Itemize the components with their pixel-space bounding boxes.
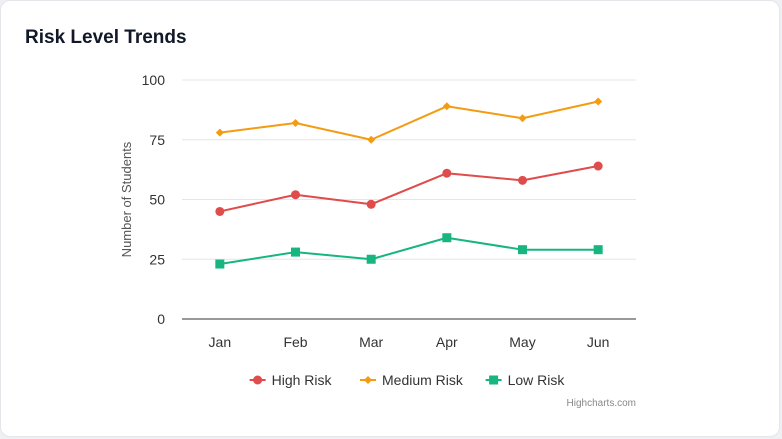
legend-item-high-risk[interactable]: High Risk <box>249 372 333 388</box>
y-tick-label: 50 <box>149 192 165 208</box>
series-group <box>215 97 603 269</box>
medium-risk-point <box>518 114 527 123</box>
high-risk-point <box>518 175 527 185</box>
low-risk-point <box>442 233 452 243</box>
low-risk-point <box>593 245 603 255</box>
x-tick-label: Apr <box>436 334 458 350</box>
chart-title: Risk Level Trends <box>25 27 187 48</box>
low-risk-point <box>366 254 376 264</box>
series-medium-risk[interactable] <box>215 97 603 144</box>
high-risk-point <box>442 168 452 178</box>
x-tick-label: Jun <box>587 334 610 350</box>
low-risk-point <box>215 259 225 269</box>
high-risk-point <box>215 206 225 216</box>
legend-item-medium-risk[interactable]: Medium Risk <box>360 372 464 388</box>
x-tick-label: Feb <box>283 334 307 350</box>
y-tick-label: 25 <box>149 251 165 267</box>
y-tick-label: 75 <box>149 132 165 148</box>
medium-risk-point <box>291 119 300 128</box>
x-tick-label: Jan <box>209 334 232 350</box>
medium-risk-point <box>442 102 451 111</box>
axes: 0 25 50 75 100 Jan Feb Mar Apr May Jun Number of St… <box>119 72 636 350</box>
medium-risk-point <box>367 135 376 144</box>
legend-medium-risk-marker <box>364 376 372 384</box>
legend-low-risk-label: Low Risk <box>508 372 566 388</box>
low-risk-point <box>518 245 527 255</box>
series-low-risk[interactable] <box>215 233 603 269</box>
x-tick-label: May <box>509 334 535 350</box>
y-tick-label: 0 <box>157 311 165 327</box>
medium-risk-line <box>219 100 599 141</box>
high-risk-point <box>593 161 603 171</box>
legend-medium-risk-label: Medium Risk <box>382 372 464 388</box>
medium-risk-point <box>594 97 603 106</box>
low-risk-line <box>219 236 599 266</box>
legend: High Risk Medium Risk Low Risk <box>249 372 566 388</box>
x-tick-label: Mar <box>359 334 383 350</box>
legend-high-risk-marker <box>253 375 263 385</box>
gridlines <box>182 79 636 260</box>
high-risk-point <box>291 190 300 200</box>
legend-high-risk-label: High Risk <box>272 372 333 388</box>
medium-risk-point <box>215 128 224 137</box>
series-high-risk[interactable] <box>215 161 603 216</box>
legend-item-low-risk[interactable]: Low Risk <box>485 372 566 388</box>
legend-low-risk-marker <box>489 375 499 385</box>
high-risk-point <box>366 199 376 209</box>
y-tick-label: 100 <box>142 72 166 88</box>
high-risk-line <box>219 165 599 213</box>
y-axis-title: Number of Students <box>119 141 134 257</box>
credits-link[interactable]: Highcharts.com <box>567 398 636 409</box>
low-risk-point <box>291 247 300 257</box>
